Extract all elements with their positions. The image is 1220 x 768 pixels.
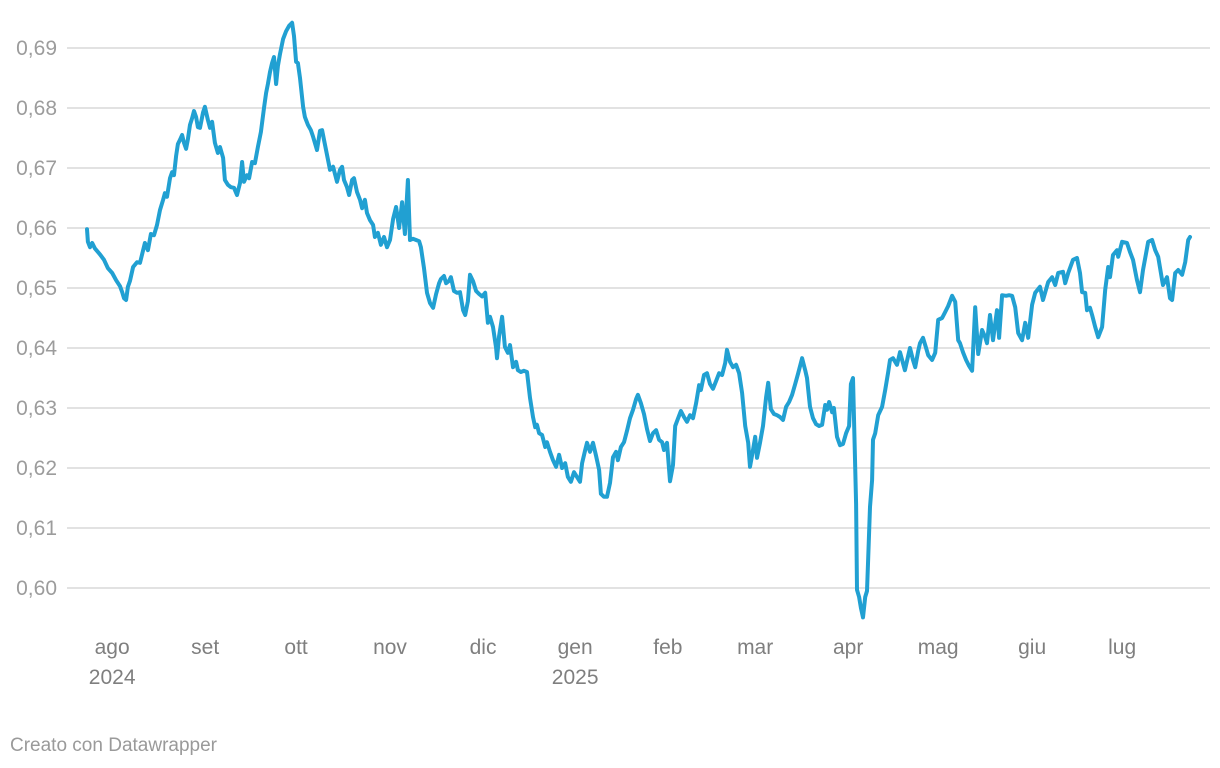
month-label: lug xyxy=(1108,636,1137,659)
x-axis-tick-label: mag xyxy=(893,637,983,658)
month-label: apr xyxy=(833,636,864,659)
y-axis-tick-label: 0,66 xyxy=(16,217,57,240)
y-axis-tick-label: 0,65 xyxy=(16,277,57,300)
x-axis-tick-label: mar xyxy=(710,637,800,658)
month-label: gen xyxy=(557,636,593,659)
y-axis-tick-label: 0,60 xyxy=(16,577,57,600)
month-label: dic xyxy=(469,636,497,659)
y-axis-tick-label: 0,64 xyxy=(16,337,57,360)
x-axis-tick-label: giu xyxy=(987,637,1077,658)
x-axis-tick-label: lug xyxy=(1077,637,1167,658)
month-label: giu xyxy=(1018,636,1047,659)
y-axis-tick-label: 0,69 xyxy=(16,37,57,60)
y-axis-tick-label: 0,67 xyxy=(16,157,57,180)
y-axis-tick-label: 0,68 xyxy=(16,97,57,120)
month-label: ago xyxy=(94,636,130,659)
month-label: set xyxy=(191,636,220,659)
month-label: feb xyxy=(653,636,683,659)
data-line xyxy=(85,20,1192,620)
month-label: mag xyxy=(917,636,959,659)
year-label: 2025 xyxy=(551,666,599,689)
x-axis-tick-label: gen 2025 xyxy=(530,637,620,688)
month-label: ott xyxy=(284,636,308,659)
month-label: mar xyxy=(737,636,774,659)
y-axis-tick-label: 0,63 xyxy=(16,397,57,420)
x-axis-tick-label: dic xyxy=(438,637,528,658)
x-axis-tick-label: ott xyxy=(251,637,341,658)
x-axis-tick-label: nov xyxy=(345,637,435,658)
attribution-text: Creato con Datawrapper xyxy=(10,735,217,756)
chart-footer: Creato con Datawrapper xyxy=(10,735,217,757)
y-axis-tick-label: 0,62 xyxy=(16,457,57,480)
month-label: nov xyxy=(373,636,407,659)
x-axis-tick-label: ago 2024 xyxy=(67,637,157,688)
y-axis-tick-label: 0,61 xyxy=(16,517,57,540)
x-axis-tick-label: apr xyxy=(803,637,893,658)
x-axis-tick-label: set xyxy=(160,637,250,658)
year-label: 2024 xyxy=(88,666,136,689)
x-axis-tick-label: feb xyxy=(623,637,713,658)
